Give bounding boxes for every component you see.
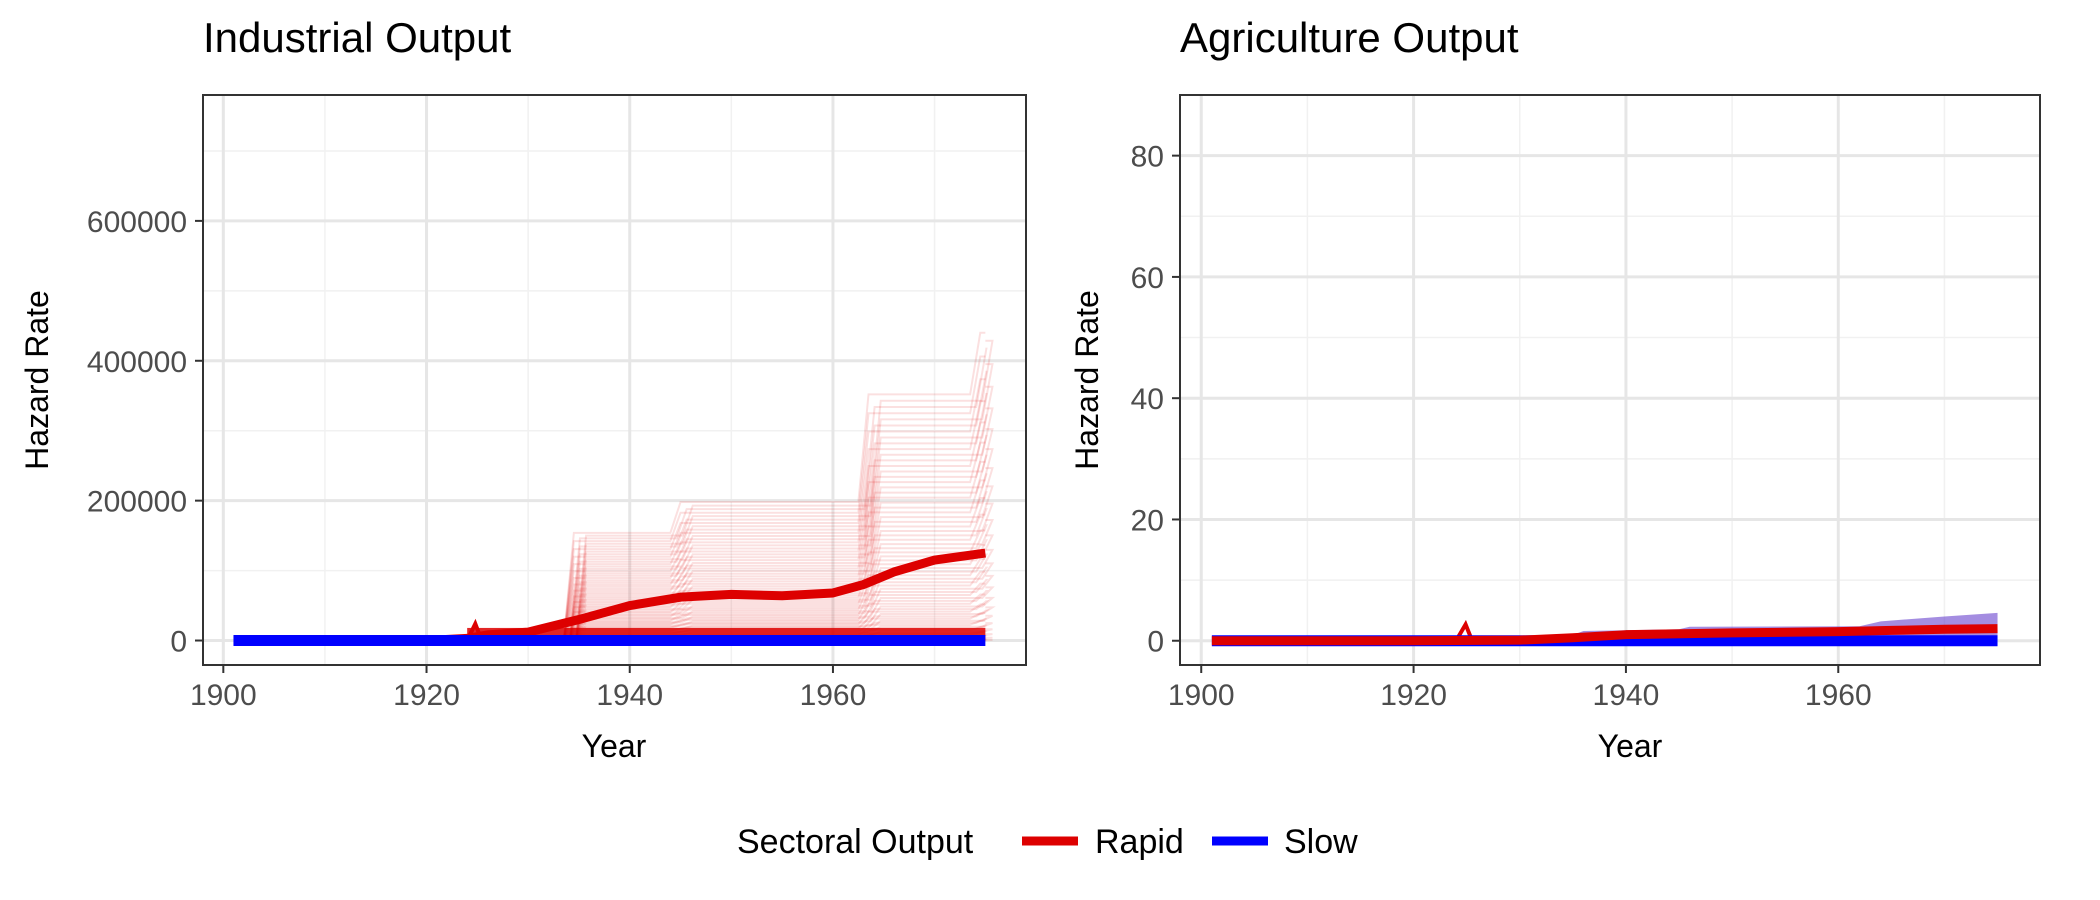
y-tick-label: 60 [1131,262,1164,295]
simulation-trace [467,407,994,642]
x-tick-label: 1940 [1593,679,1660,712]
y-tick-label: 200000 [87,486,187,519]
simulation-trace [467,467,994,642]
industrial-output-panel: Industrial Output 1900 1920 1940 1960 0 2000… [19,14,1027,764]
simulation-trace [467,414,988,642]
x-axis: 1900 1920 1940 1960 [190,665,866,712]
y-tick-label: 80 [1131,141,1164,174]
simulation-trace [467,347,988,642]
simulation-trace [467,331,986,642]
series-layer [1211,624,1998,647]
x-tick-label: 1920 [393,679,460,712]
legend-label-slow: Slow [1284,823,1358,861]
simulation-trace [467,491,988,642]
minor-gridlines [1180,94,2040,665]
x-tick-label: 1940 [596,679,663,712]
simulation-trace [467,421,986,642]
simulation-trace [467,473,988,642]
simulation-trace [467,448,994,642]
x-axis-title: Year [1598,728,1663,764]
panel-title: Industrial Output [203,14,512,61]
y-tick-label: 400000 [87,346,187,379]
simulation-trace [467,370,988,642]
x-axis-title: Year [582,728,647,764]
simulation-trace [467,454,988,642]
y-axis-title: Hazard Rate [1069,290,1105,470]
simulation-trace [467,355,986,642]
y-tick-label: 20 [1131,504,1164,537]
y-axis: 0 20 40 60 80 [1131,141,1180,659]
simulation-trace [467,479,986,642]
minor-gridlines [203,95,1026,665]
simulation-trace [467,385,994,642]
simulation-trace [467,339,994,642]
x-tick-label: 1900 [1168,679,1235,712]
x-axis: 1900 1920 1940 1960 [1168,665,1872,712]
legend-title: Sectoral Output [737,823,974,861]
y-tick-label: 40 [1131,383,1164,416]
x-tick-label: 1960 [1805,679,1872,712]
simulation-trace [467,378,986,642]
x-tick-label: 1900 [190,679,257,712]
plot-border [202,94,1027,666]
plot-border [1179,94,2041,666]
series-layer [233,548,986,647]
series-line-rapid [1211,624,1998,646]
legend: Sectoral Output Rapid Slow [737,823,1358,861]
major-gridlines [203,95,1026,665]
simulation-trace [467,566,989,642]
panel-title: Agriculture Output [1180,14,1519,61]
plot-background [1180,95,2040,665]
simulation-trace [467,400,986,642]
y-tick-label: 0 [170,626,187,659]
y-axis: 0 200000 400000 600000 [87,206,203,659]
x-tick-label: 1920 [1380,679,1447,712]
y-tick-label: 600000 [87,206,187,239]
x-tick-label: 1960 [800,679,867,712]
simulation-trace [467,428,994,642]
simulation-trace [467,496,986,642]
simulation-trace [467,553,989,642]
simulation-trace [467,485,994,642]
simulation-trace [467,434,988,642]
simulation-trace [467,363,994,642]
agriculture-output-panel: Agriculture Output 1900 1920 1940 1960 0 20 4… [1069,14,2041,764]
simulation-trace [467,393,988,642]
simulation-trace [467,441,986,642]
y-axis-title: Hazard Rate [19,290,55,470]
simulation-trace [467,562,995,642]
simulation-trace [467,460,986,642]
y-tick-label: 0 [1147,626,1164,659]
legend-label-rapid: Rapid [1095,823,1184,861]
